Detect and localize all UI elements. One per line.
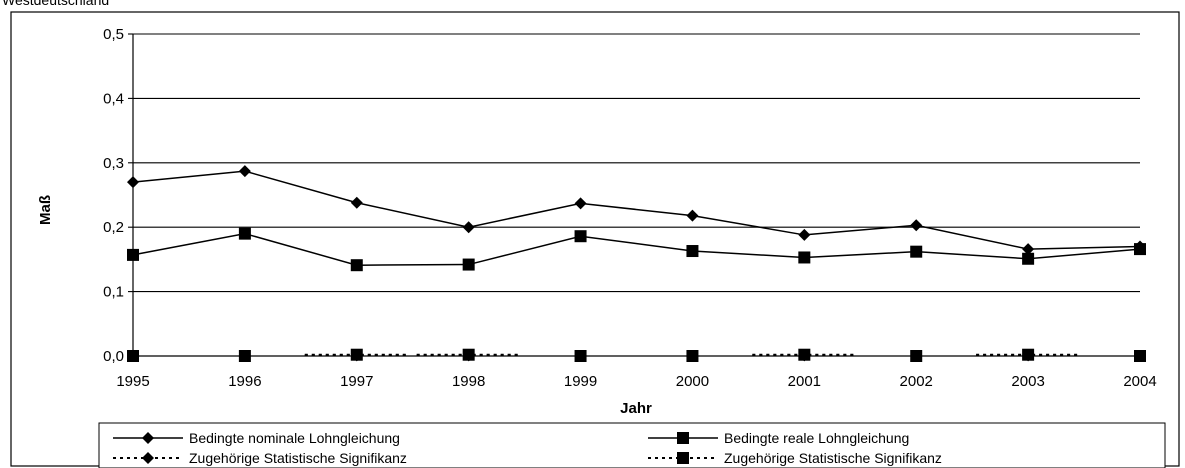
data-point — [127, 350, 139, 362]
legend-items: Bedingte nominale Lohngleichung Bedingte … — [113, 430, 942, 466]
data-point — [238, 227, 251, 240]
legend-item: Zugehörige Statistische Signifikanz — [648, 450, 942, 466]
y-tick-labels: 0,0 0,1 0,2 0,3 0,4 0,5 — [103, 26, 124, 365]
legend-box — [98, 422, 1166, 468]
data-point — [1134, 350, 1146, 362]
series-2 — [127, 227, 1146, 272]
legend-marker — [677, 452, 689, 464]
legend-label: Bedingte reale Lohngleichung — [724, 430, 909, 446]
legend-label: Bedingte nominale Lohngleichung — [189, 430, 400, 446]
data-point — [462, 348, 475, 361]
data-point — [798, 228, 811, 241]
x-tick-label: 2003 — [1011, 373, 1044, 390]
data-point — [798, 348, 811, 361]
data-point — [1134, 243, 1146, 256]
data-point — [686, 350, 699, 362]
x-axis-title: Jahr — [620, 400, 652, 417]
data-point — [238, 350, 251, 362]
y-tick-label: 0,2 — [103, 219, 124, 236]
y-tick-label: 0,3 — [103, 155, 124, 172]
legend-marker — [142, 452, 154, 464]
data-point — [798, 251, 811, 264]
data-point — [686, 245, 699, 258]
x-tick-labels: 1995 1996 1997 1998 1999 2000 2001 2002 2003 2004 — [116, 356, 1157, 390]
data-point — [574, 197, 587, 210]
data-point — [1022, 348, 1035, 361]
y-axis-title: Maß — [37, 195, 54, 225]
series-1 — [127, 165, 1146, 256]
legend-item: Zugehörige Statistische Signifikanz — [113, 450, 407, 466]
x-tick-label: 1995 — [116, 373, 149, 390]
legend-marker — [142, 432, 154, 444]
series-layer — [127, 165, 1146, 362]
data-point — [1022, 243, 1035, 256]
data-point — [350, 259, 363, 272]
legend: Bedingte nominale Lohngleichung Bedingte … — [98, 422, 1166, 468]
legend-item: Bedingte nominale Lohngleichung — [113, 430, 400, 446]
series-4 — [127, 348, 1146, 362]
y-tick-label: 0,5 — [103, 26, 124, 43]
legend-marker — [677, 432, 689, 444]
x-tick-label: 1996 — [228, 373, 261, 390]
y-tick-label: 0,1 — [103, 284, 124, 301]
x-tick-label: 1998 — [452, 373, 485, 390]
legend-label: Zugehörige Statistische Signifikanz — [189, 450, 407, 466]
x-tick-label: 1999 — [564, 373, 597, 390]
x-tick-label: 1997 — [340, 373, 373, 390]
data-point — [686, 209, 699, 222]
page-title: Westdeutschland — [2, 0, 110, 8]
data-point — [910, 245, 923, 258]
data-point — [127, 248, 139, 261]
chart-border — [10, 11, 1180, 467]
x-tick-label: 2000 — [676, 373, 709, 390]
data-point — [462, 221, 475, 234]
series-line — [132, 170, 1141, 250]
x-tick-label: 2004 — [1123, 373, 1156, 390]
y-tick-label: 0,0 — [103, 348, 124, 365]
data-point — [574, 350, 587, 362]
data-point — [574, 230, 587, 243]
data-point — [350, 348, 363, 361]
legend-item: Bedingte reale Lohngleichung — [648, 430, 909, 446]
data-point — [350, 196, 363, 209]
data-point — [910, 219, 923, 232]
grid-lines — [128, 33, 1140, 357]
data-point — [238, 165, 251, 178]
x-tick-label: 2001 — [788, 373, 821, 390]
y-tick-label: 0,4 — [103, 90, 124, 107]
x-tick-label: 2002 — [900, 373, 933, 390]
data-point — [462, 258, 475, 271]
data-point — [910, 350, 923, 362]
data-point — [1022, 252, 1035, 265]
legend-label: Zugehörige Statistische Signifikanz — [724, 450, 942, 466]
data-point — [127, 176, 139, 189]
series-line — [132, 232, 1141, 266]
